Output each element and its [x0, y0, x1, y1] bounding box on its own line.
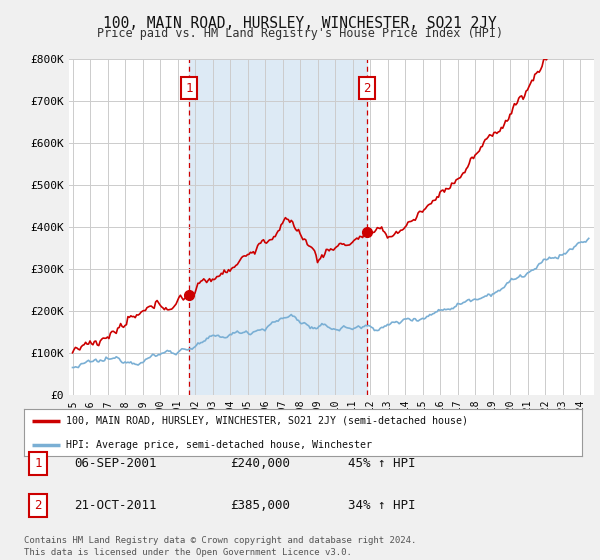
- Text: 34% ↑ HPI: 34% ↑ HPI: [347, 499, 415, 512]
- Text: 2: 2: [34, 499, 42, 512]
- Text: Price paid vs. HM Land Registry's House Price Index (HPI): Price paid vs. HM Land Registry's House …: [97, 27, 503, 40]
- Text: 100, MAIN ROAD, HURSLEY, WINCHESTER, SO21 2JY (semi-detached house): 100, MAIN ROAD, HURSLEY, WINCHESTER, SO2…: [66, 416, 468, 426]
- Text: 2: 2: [363, 82, 371, 95]
- Text: 100, MAIN ROAD, HURSLEY, WINCHESTER, SO21 2JY: 100, MAIN ROAD, HURSLEY, WINCHESTER, SO2…: [103, 16, 497, 31]
- Bar: [189, 59, 367, 395]
- Text: £385,000: £385,000: [230, 499, 290, 512]
- Text: 45% ↑ HPI: 45% ↑ HPI: [347, 457, 415, 470]
- Text: 21-OCT-2011: 21-OCT-2011: [74, 499, 157, 512]
- Text: 1: 1: [185, 82, 193, 95]
- Text: £240,000: £240,000: [230, 457, 290, 470]
- Text: 06-SEP-2001: 06-SEP-2001: [74, 457, 157, 470]
- Text: 1: 1: [34, 457, 42, 470]
- Text: Contains HM Land Registry data © Crown copyright and database right 2024.
This d: Contains HM Land Registry data © Crown c…: [24, 536, 416, 557]
- Text: HPI: Average price, semi-detached house, Winchester: HPI: Average price, semi-detached house,…: [66, 440, 372, 450]
